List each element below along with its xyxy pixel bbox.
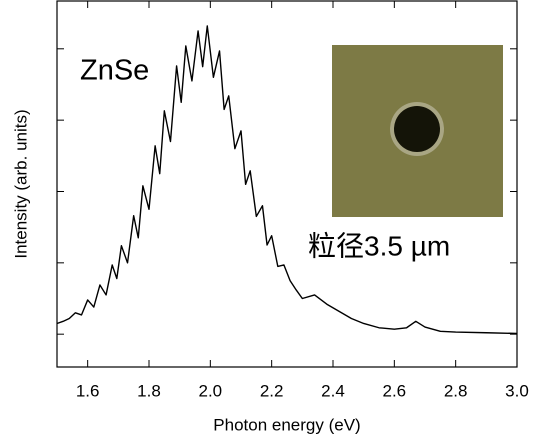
x-tick-label: 2.6	[383, 381, 407, 400]
x-tick-label: 2.8	[444, 381, 468, 400]
x-tick-label: 3.0	[505, 381, 529, 400]
chart: ZnSe 粒径3.5 µm Photon energy (eV) Intensi…	[0, 0, 534, 436]
size-label: 粒径3.5 µm	[308, 230, 450, 261]
inset-photo	[332, 45, 503, 217]
x-tick-label: 1.6	[76, 381, 100, 400]
y-axis-label: Intensity (arb. units)	[11, 109, 30, 258]
x-tick-label: 1.8	[137, 381, 161, 400]
x-tick-label: 2.4	[321, 381, 345, 400]
x-tick-label: 2.2	[260, 381, 284, 400]
x-axis-label: Photon energy (eV)	[213, 415, 360, 434]
sample-label: ZnSe	[80, 55, 149, 87]
particle	[394, 106, 440, 152]
x-tick-label: 2.0	[199, 381, 223, 400]
page: {"chart_data": {"type": "line", "xlabel"…	[0, 0, 534, 436]
